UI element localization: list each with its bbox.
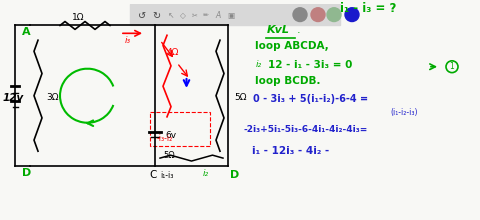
Text: 12v: 12v bbox=[3, 93, 24, 103]
Text: 1Ω: 1Ω bbox=[72, 13, 84, 22]
Text: A: A bbox=[215, 11, 220, 20]
Bar bbox=[130, 4, 340, 26]
Text: ↺: ↺ bbox=[138, 11, 146, 21]
Text: 1: 1 bbox=[450, 62, 455, 71]
Text: i₃: i₃ bbox=[125, 36, 131, 45]
Text: loop BCDB.: loop BCDB. bbox=[255, 76, 321, 86]
Text: C: C bbox=[149, 170, 156, 180]
Text: ✏: ✏ bbox=[203, 13, 209, 19]
Text: .: . bbox=[297, 25, 300, 35]
Text: loop ABCDA,: loop ABCDA, bbox=[255, 41, 329, 51]
Circle shape bbox=[311, 8, 325, 22]
Text: i₁-i₃: i₁-i₃ bbox=[160, 171, 173, 180]
Text: i₂: i₂ bbox=[256, 60, 262, 69]
Circle shape bbox=[293, 8, 307, 22]
Text: 0 - 3i₃ + 5(i₁-i₂)-6-4 =: 0 - 3i₃ + 5(i₁-i₂)-6-4 = bbox=[253, 94, 368, 104]
Text: 3Ω: 3Ω bbox=[46, 93, 59, 102]
Text: 12 - i₁ - 3i₃ = 0: 12 - i₁ - 3i₃ = 0 bbox=[268, 60, 352, 70]
Text: ↻: ↻ bbox=[152, 11, 160, 21]
Circle shape bbox=[345, 8, 359, 22]
Circle shape bbox=[327, 8, 341, 22]
Text: 6v: 6v bbox=[165, 131, 176, 140]
Text: i₁ - i₃ = ?: i₁ - i₃ = ? bbox=[340, 2, 396, 15]
Text: 4Ω: 4Ω bbox=[167, 48, 179, 57]
Text: ↖: ↖ bbox=[168, 11, 174, 20]
Text: ✂: ✂ bbox=[192, 13, 198, 19]
Text: -2i₃+5i₁-5i₃-6-4i₁-4i₂-4i₃=: -2i₃+5i₁-5i₃-6-4i₁-4i₂-4i₃= bbox=[244, 125, 368, 134]
Text: i₂: i₂ bbox=[203, 169, 209, 178]
Text: (i₁-i₂-i₃): (i₁-i₂-i₃) bbox=[390, 108, 418, 117]
Text: ▣: ▣ bbox=[227, 11, 234, 20]
Text: A: A bbox=[22, 28, 31, 37]
Text: D: D bbox=[22, 168, 31, 178]
Text: i₁ - 12i₃ - 4i₂ -: i₁ - 12i₃ - 4i₂ - bbox=[252, 146, 329, 156]
Text: 5Ω: 5Ω bbox=[234, 93, 247, 102]
Text: -i₃-i₂: -i₃-i₂ bbox=[157, 134, 173, 143]
Text: 5Ω: 5Ω bbox=[163, 151, 175, 160]
Text: KvL: KvL bbox=[267, 25, 290, 35]
Text: D: D bbox=[230, 170, 239, 180]
Text: ◇: ◇ bbox=[180, 11, 186, 20]
